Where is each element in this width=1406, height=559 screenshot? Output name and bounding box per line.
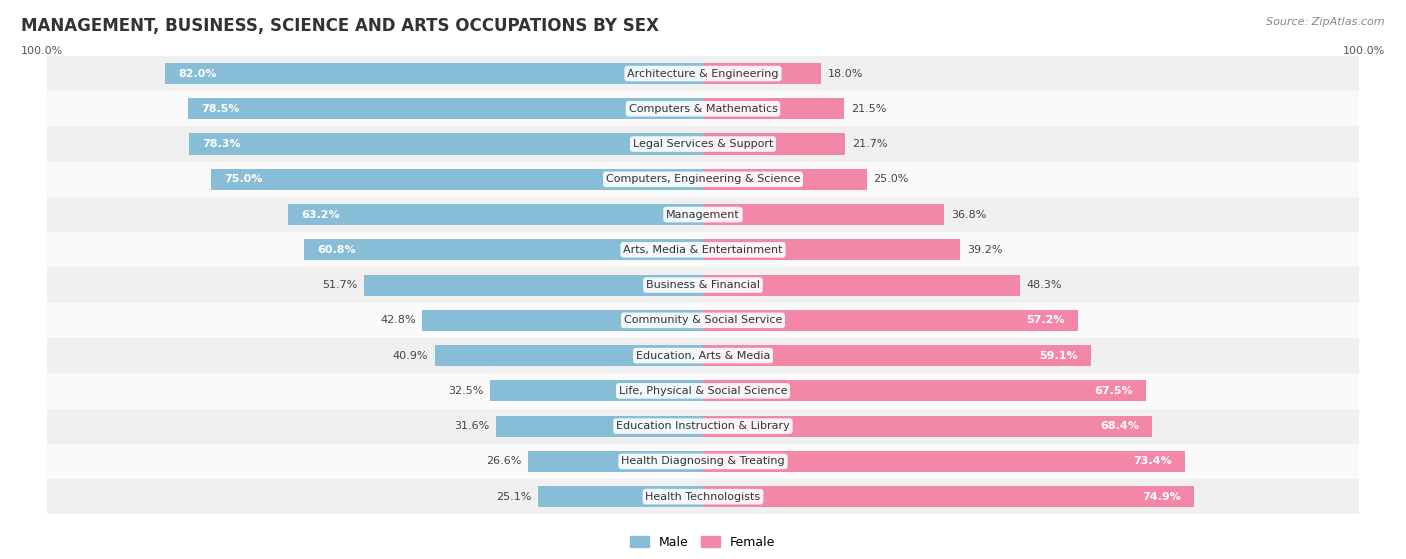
Bar <box>703 239 960 260</box>
Bar <box>703 415 1152 437</box>
Bar <box>422 310 703 331</box>
Text: 67.5%: 67.5% <box>1094 386 1133 396</box>
Bar <box>46 232 1360 267</box>
Bar <box>46 126 1360 162</box>
Bar <box>703 63 821 84</box>
Bar <box>46 56 1360 91</box>
Bar <box>46 373 1360 409</box>
Text: 25.1%: 25.1% <box>496 492 531 501</box>
Text: 78.3%: 78.3% <box>202 139 240 149</box>
Bar <box>703 98 844 120</box>
Text: 31.6%: 31.6% <box>454 421 489 431</box>
Bar <box>46 91 1360 126</box>
Bar <box>46 444 1360 479</box>
Text: 60.8%: 60.8% <box>318 245 356 255</box>
Bar <box>703 451 1185 472</box>
Bar <box>188 98 703 120</box>
Text: Health Diagnosing & Treating: Health Diagnosing & Treating <box>621 456 785 466</box>
Text: Education Instruction & Library: Education Instruction & Library <box>616 421 790 431</box>
Text: Health Technologists: Health Technologists <box>645 492 761 501</box>
Text: 48.3%: 48.3% <box>1026 280 1062 290</box>
Text: 68.4%: 68.4% <box>1099 421 1139 431</box>
Bar <box>288 204 703 225</box>
Text: 42.8%: 42.8% <box>380 315 416 325</box>
Text: Management: Management <box>666 210 740 220</box>
Text: 21.5%: 21.5% <box>851 104 886 114</box>
Bar <box>489 380 703 401</box>
Bar <box>538 486 703 507</box>
Bar <box>46 338 1360 373</box>
Text: 75.0%: 75.0% <box>224 174 263 184</box>
Bar <box>703 380 1146 401</box>
Bar <box>165 63 703 84</box>
Bar <box>529 451 703 472</box>
Bar <box>46 267 1360 303</box>
Text: 73.4%: 73.4% <box>1133 456 1171 466</box>
Text: Community & Social Service: Community & Social Service <box>624 315 782 325</box>
Text: MANAGEMENT, BUSINESS, SCIENCE AND ARTS OCCUPATIONS BY SEX: MANAGEMENT, BUSINESS, SCIENCE AND ARTS O… <box>21 17 659 35</box>
Text: 82.0%: 82.0% <box>179 69 217 78</box>
Bar <box>703 169 868 190</box>
Bar <box>703 274 1019 296</box>
Text: Legal Services & Support: Legal Services & Support <box>633 139 773 149</box>
Text: 100.0%: 100.0% <box>1343 46 1385 56</box>
Text: 39.2%: 39.2% <box>967 245 1002 255</box>
Text: Computers, Engineering & Science: Computers, Engineering & Science <box>606 174 800 184</box>
Bar <box>364 274 703 296</box>
Legend: Male, Female: Male, Female <box>626 531 780 554</box>
Bar <box>190 134 703 155</box>
Text: 21.7%: 21.7% <box>852 139 887 149</box>
Text: Life, Physical & Social Science: Life, Physical & Social Science <box>619 386 787 396</box>
Bar <box>304 239 703 260</box>
Text: 57.2%: 57.2% <box>1026 315 1066 325</box>
Text: 25.0%: 25.0% <box>873 174 908 184</box>
Text: 32.5%: 32.5% <box>449 386 484 396</box>
Text: Arts, Media & Entertainment: Arts, Media & Entertainment <box>623 245 783 255</box>
Bar <box>46 162 1360 197</box>
Bar <box>211 169 703 190</box>
Bar <box>703 345 1091 366</box>
Text: Source: ZipAtlas.com: Source: ZipAtlas.com <box>1267 17 1385 27</box>
Text: 78.5%: 78.5% <box>201 104 239 114</box>
Text: 51.7%: 51.7% <box>322 280 357 290</box>
Bar <box>496 415 703 437</box>
Bar <box>703 486 1195 507</box>
Bar <box>703 134 845 155</box>
Text: 26.6%: 26.6% <box>486 456 522 466</box>
Text: 40.9%: 40.9% <box>392 350 427 361</box>
Bar <box>434 345 703 366</box>
Text: Computers & Mathematics: Computers & Mathematics <box>628 104 778 114</box>
Text: 74.9%: 74.9% <box>1143 492 1181 501</box>
Text: 100.0%: 100.0% <box>21 46 63 56</box>
Bar <box>46 409 1360 444</box>
Bar <box>703 310 1078 331</box>
Text: 36.8%: 36.8% <box>950 210 987 220</box>
Text: Education, Arts & Media: Education, Arts & Media <box>636 350 770 361</box>
Text: 18.0%: 18.0% <box>828 69 863 78</box>
Bar <box>46 479 1360 514</box>
Text: 63.2%: 63.2% <box>301 210 340 220</box>
Text: 59.1%: 59.1% <box>1039 350 1077 361</box>
Text: Business & Financial: Business & Financial <box>645 280 761 290</box>
Bar <box>703 204 945 225</box>
Bar <box>46 197 1360 232</box>
Text: Architecture & Engineering: Architecture & Engineering <box>627 69 779 78</box>
Bar <box>46 303 1360 338</box>
